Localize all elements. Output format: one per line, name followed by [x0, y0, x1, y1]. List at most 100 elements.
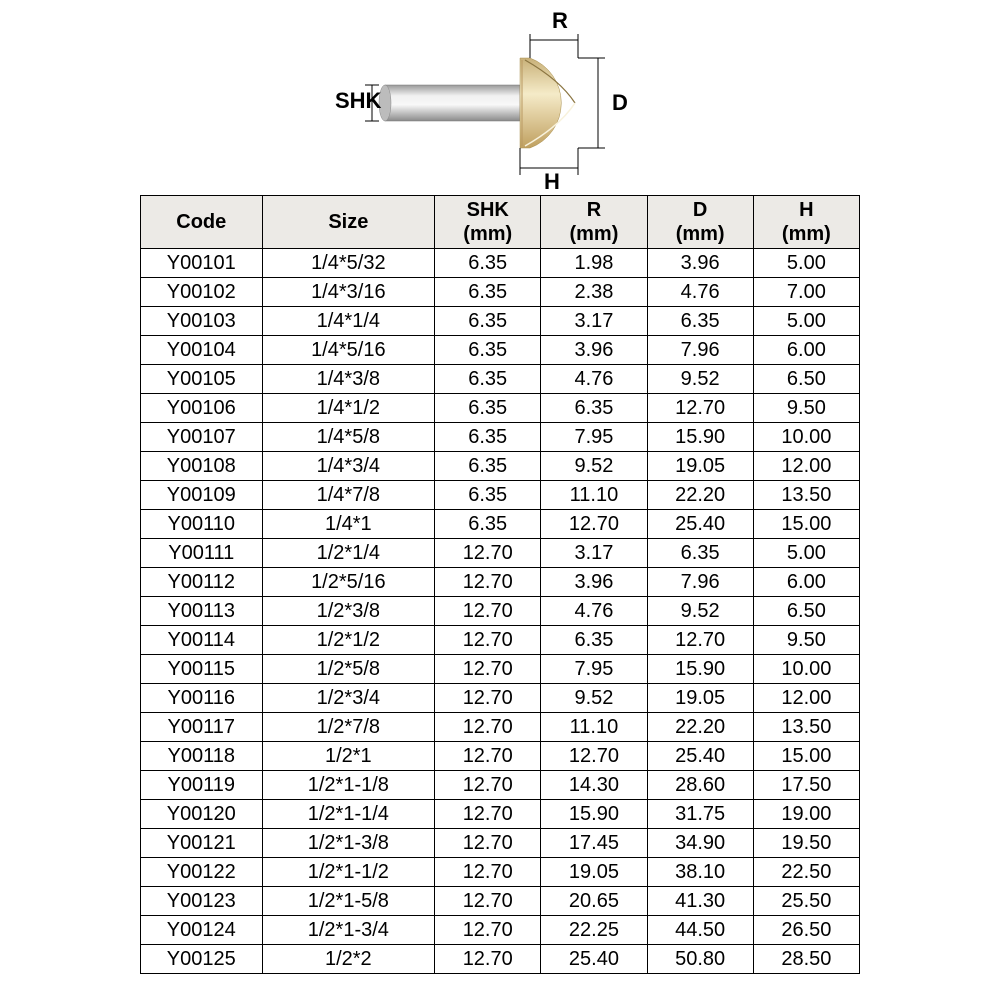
table-cell: 12.70 [435, 887, 541, 916]
table-cell: 20.65 [541, 887, 647, 916]
table-cell: 34.90 [647, 829, 753, 858]
table-cell: 1/4*7/8 [262, 481, 435, 510]
table-cell: 1/2*1-1/2 [262, 858, 435, 887]
table-cell: 12.70 [435, 829, 541, 858]
table-cell: 1/4*1/4 [262, 307, 435, 336]
table-cell: 12.70 [647, 626, 753, 655]
table-cell: 15.90 [647, 655, 753, 684]
table-cell: 15.00 [753, 510, 859, 539]
table-cell: Y00105 [141, 365, 263, 394]
table-row: Y001211/2*1-3/812.7017.4534.9019.50 [141, 829, 860, 858]
table-cell: 19.05 [647, 452, 753, 481]
table-cell: Y00116 [141, 684, 263, 713]
table-cell: 14.30 [541, 771, 647, 800]
table-cell: 6.35 [541, 626, 647, 655]
table-cell: 1/2*1-1/4 [262, 800, 435, 829]
table-cell: 12.70 [435, 597, 541, 626]
table-cell: 12.70 [435, 626, 541, 655]
table-cell: 12.70 [435, 655, 541, 684]
table-cell: 1/4*5/32 [262, 249, 435, 278]
table-cell: 9.50 [753, 626, 859, 655]
label-r: R [552, 8, 568, 34]
table-cell: 7.96 [647, 568, 753, 597]
table-cell: Y00125 [141, 945, 263, 974]
table-row: Y001251/2*212.7025.4050.8028.50 [141, 945, 860, 974]
table-cell: 10.00 [753, 423, 859, 452]
table-cell: 7.95 [541, 423, 647, 452]
table-cell: 25.40 [541, 945, 647, 974]
table-cell: Y00118 [141, 742, 263, 771]
table-cell: 9.52 [647, 365, 753, 394]
table-row: Y001091/4*7/86.3511.1022.2013.50 [141, 481, 860, 510]
table-cell: 6.35 [435, 249, 541, 278]
table-cell: 1/4*3/16 [262, 278, 435, 307]
table-header: CodeSizeSHK(mm)R(mm)D(mm)H(mm) [141, 196, 860, 249]
table-cell: 3.96 [541, 336, 647, 365]
table-cell: 12.70 [541, 742, 647, 771]
table-cell: 28.50 [753, 945, 859, 974]
table-cell: 1/2*1/4 [262, 539, 435, 568]
table-row: Y001141/2*1/212.706.3512.709.50 [141, 626, 860, 655]
table-cell: 19.50 [753, 829, 859, 858]
table-cell: Y00101 [141, 249, 263, 278]
table-cell: 6.50 [753, 597, 859, 626]
table-cell: 19.05 [541, 858, 647, 887]
label-shk: SHK [335, 88, 381, 114]
table-cell: 9.50 [753, 394, 859, 423]
table-row: Y001051/4*3/86.354.769.526.50 [141, 365, 860, 394]
table-row: Y001021/4*3/166.352.384.767.00 [141, 278, 860, 307]
table-cell: 12.70 [435, 916, 541, 945]
table-cell: 5.00 [753, 307, 859, 336]
table-cell: 26.50 [753, 916, 859, 945]
table-cell: 12.00 [753, 452, 859, 481]
router-bit-diagram: SHK R D H [0, 10, 1000, 190]
table-cell: 25.50 [753, 887, 859, 916]
table-cell: 6.35 [647, 307, 753, 336]
table-cell: 1.98 [541, 249, 647, 278]
table-cell: 6.35 [435, 365, 541, 394]
col-header: R(mm) [541, 196, 647, 249]
table-cell: 4.76 [541, 365, 647, 394]
table-cell: Y00109 [141, 481, 263, 510]
table-cell: 22.20 [647, 713, 753, 742]
table-cell: 3.17 [541, 307, 647, 336]
table-cell: 22.25 [541, 916, 647, 945]
table-cell: Y00117 [141, 713, 263, 742]
col-header: H(mm) [753, 196, 859, 249]
table-cell: 15.90 [647, 423, 753, 452]
table-cell: 6.35 [541, 394, 647, 423]
table-cell: 1/2*1-3/4 [262, 916, 435, 945]
table-cell: 12.70 [541, 510, 647, 539]
table-cell: 12.70 [435, 771, 541, 800]
table-cell: Y00113 [141, 597, 263, 626]
col-header: Size [262, 196, 435, 249]
table-cell: 19.00 [753, 800, 859, 829]
table-cell: 6.00 [753, 568, 859, 597]
table-cell: 6.35 [435, 394, 541, 423]
table-cell: 1/2*1-5/8 [262, 887, 435, 916]
table-cell: Y00110 [141, 510, 263, 539]
table-cell: 4.76 [647, 278, 753, 307]
table-cell: 1/2*5/16 [262, 568, 435, 597]
table-row: Y001011/4*5/326.351.983.965.00 [141, 249, 860, 278]
table-cell: 13.50 [753, 713, 859, 742]
table-cell: 15.90 [541, 800, 647, 829]
table-cell: 19.05 [647, 684, 753, 713]
table-cell: 31.75 [647, 800, 753, 829]
table-cell: 12.70 [435, 800, 541, 829]
table-cell: Y00104 [141, 336, 263, 365]
table-cell: 1/2*3/8 [262, 597, 435, 626]
table-cell: 12.70 [435, 742, 541, 771]
table-row: Y001191/2*1-1/812.7014.3028.6017.50 [141, 771, 860, 800]
table-cell: 6.35 [435, 307, 541, 336]
table-cell: Y00121 [141, 829, 263, 858]
table-cell: Y00114 [141, 626, 263, 655]
table-cell: 6.00 [753, 336, 859, 365]
table-cell: 13.50 [753, 481, 859, 510]
table-cell: 22.50 [753, 858, 859, 887]
table-row: Y001071/4*5/86.357.9515.9010.00 [141, 423, 860, 452]
table-cell: 1/2*3/4 [262, 684, 435, 713]
table-cell: Y00115 [141, 655, 263, 684]
label-d: D [612, 90, 628, 116]
table-row: Y001201/2*1-1/412.7015.9031.7519.00 [141, 800, 860, 829]
